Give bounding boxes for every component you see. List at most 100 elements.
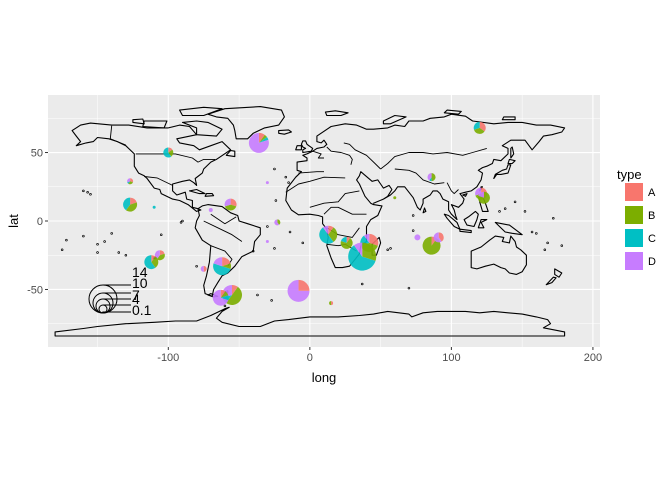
pie-slice [220, 289, 226, 298]
pie-slice [222, 263, 232, 269]
map-island [498, 210, 501, 213]
map-sakhalin [510, 146, 515, 159]
pie-marker [319, 225, 338, 244]
map-island [552, 217, 555, 220]
map-great-britain [300, 140, 314, 154]
pie-slice [226, 286, 242, 305]
pie-marker [340, 236, 353, 249]
map-island [411, 229, 415, 232]
map-island [407, 286, 411, 290]
x-tick-label: 200 [584, 352, 602, 364]
map-new-zealand-north [554, 268, 563, 278]
map-new-zealand-south [545, 276, 557, 286]
legend-label: A [648, 187, 656, 199]
legend-title: type [617, 167, 642, 182]
pie-slice [123, 197, 131, 211]
x-tick-label: 100 [442, 352, 460, 364]
legend-label: D [648, 256, 656, 268]
map-iceland [278, 129, 292, 135]
map-island [530, 230, 534, 234]
scale-label: 14 [132, 264, 148, 280]
map-sulawesi [477, 219, 488, 229]
map-newfoundland [225, 149, 236, 158]
map-island [60, 248, 64, 252]
map-island [266, 225, 269, 228]
pie-slice [329, 301, 332, 306]
pie-marker [329, 301, 334, 306]
pie-slice [364, 233, 370, 243]
map-island [503, 207, 507, 210]
pie-marker [433, 232, 444, 243]
pie-marker [265, 240, 269, 244]
map-banks-island [132, 118, 145, 125]
pie-marker [127, 178, 134, 185]
grid-lines [48, 95, 600, 347]
pie-slice [393, 196, 397, 200]
pie-slice [473, 127, 485, 134]
map-border-line [380, 147, 487, 170]
map-border-line [285, 176, 346, 193]
map-island [89, 193, 92, 196]
map-island [270, 299, 273, 302]
pie-slice [144, 255, 156, 270]
pie-slice [340, 238, 353, 249]
map-north-america [71, 122, 232, 212]
pie-slice [151, 255, 156, 263]
map-border-line [309, 190, 360, 208]
map-island [103, 240, 106, 243]
pie-slice [353, 242, 363, 257]
pie-marker [414, 234, 421, 241]
pie-slice [427, 173, 432, 181]
pie-slice [224, 204, 237, 211]
pie-slice [433, 232, 442, 243]
map-island [181, 219, 184, 223]
map-ellesmere [179, 106, 223, 117]
pie-marker [163, 147, 174, 158]
pie-slice [163, 147, 172, 158]
pie-slice [328, 225, 334, 235]
pie-slice [478, 191, 484, 198]
map-island [287, 181, 290, 184]
map-novaya-zemlya [382, 114, 407, 125]
pie-slice [340, 236, 347, 243]
map-java [459, 228, 472, 234]
pie-slice [429, 177, 432, 182]
map-border-line [109, 125, 126, 146]
map-island [535, 232, 538, 235]
map-border-line [210, 213, 237, 225]
pie-slice [265, 181, 269, 185]
pie-marker [224, 198, 237, 211]
pie-slice [265, 240, 269, 244]
pie-slice [230, 198, 237, 207]
map-island [543, 248, 547, 252]
pie-slice [274, 219, 280, 226]
pie-marker [473, 121, 486, 134]
map-island [96, 251, 99, 254]
map-island [82, 234, 85, 238]
map-island [159, 233, 163, 236]
pie-slice [128, 181, 133, 185]
pie-slice [203, 265, 207, 272]
pie-marker [287, 279, 310, 302]
map-island [360, 282, 364, 286]
pie-slice [208, 208, 213, 213]
x-tick-label: -100 [157, 352, 179, 364]
pie-slice [213, 257, 223, 267]
pie-marker [144, 255, 159, 270]
scale-label: 7 [132, 287, 140, 303]
pie-slice [475, 187, 482, 196]
map-sri-lanka [422, 207, 427, 214]
pie-slice [156, 253, 165, 261]
map-island [389, 247, 392, 250]
map-island [513, 200, 517, 204]
map-island [411, 214, 415, 217]
pie-slice [212, 289, 229, 306]
pie-slice [200, 265, 204, 272]
map-greenland [207, 106, 285, 140]
pie-slice [222, 257, 231, 267]
map-island [251, 249, 255, 253]
pie-marker [274, 219, 281, 226]
y-tick-label: 0 [37, 216, 43, 228]
map-island [82, 189, 85, 193]
